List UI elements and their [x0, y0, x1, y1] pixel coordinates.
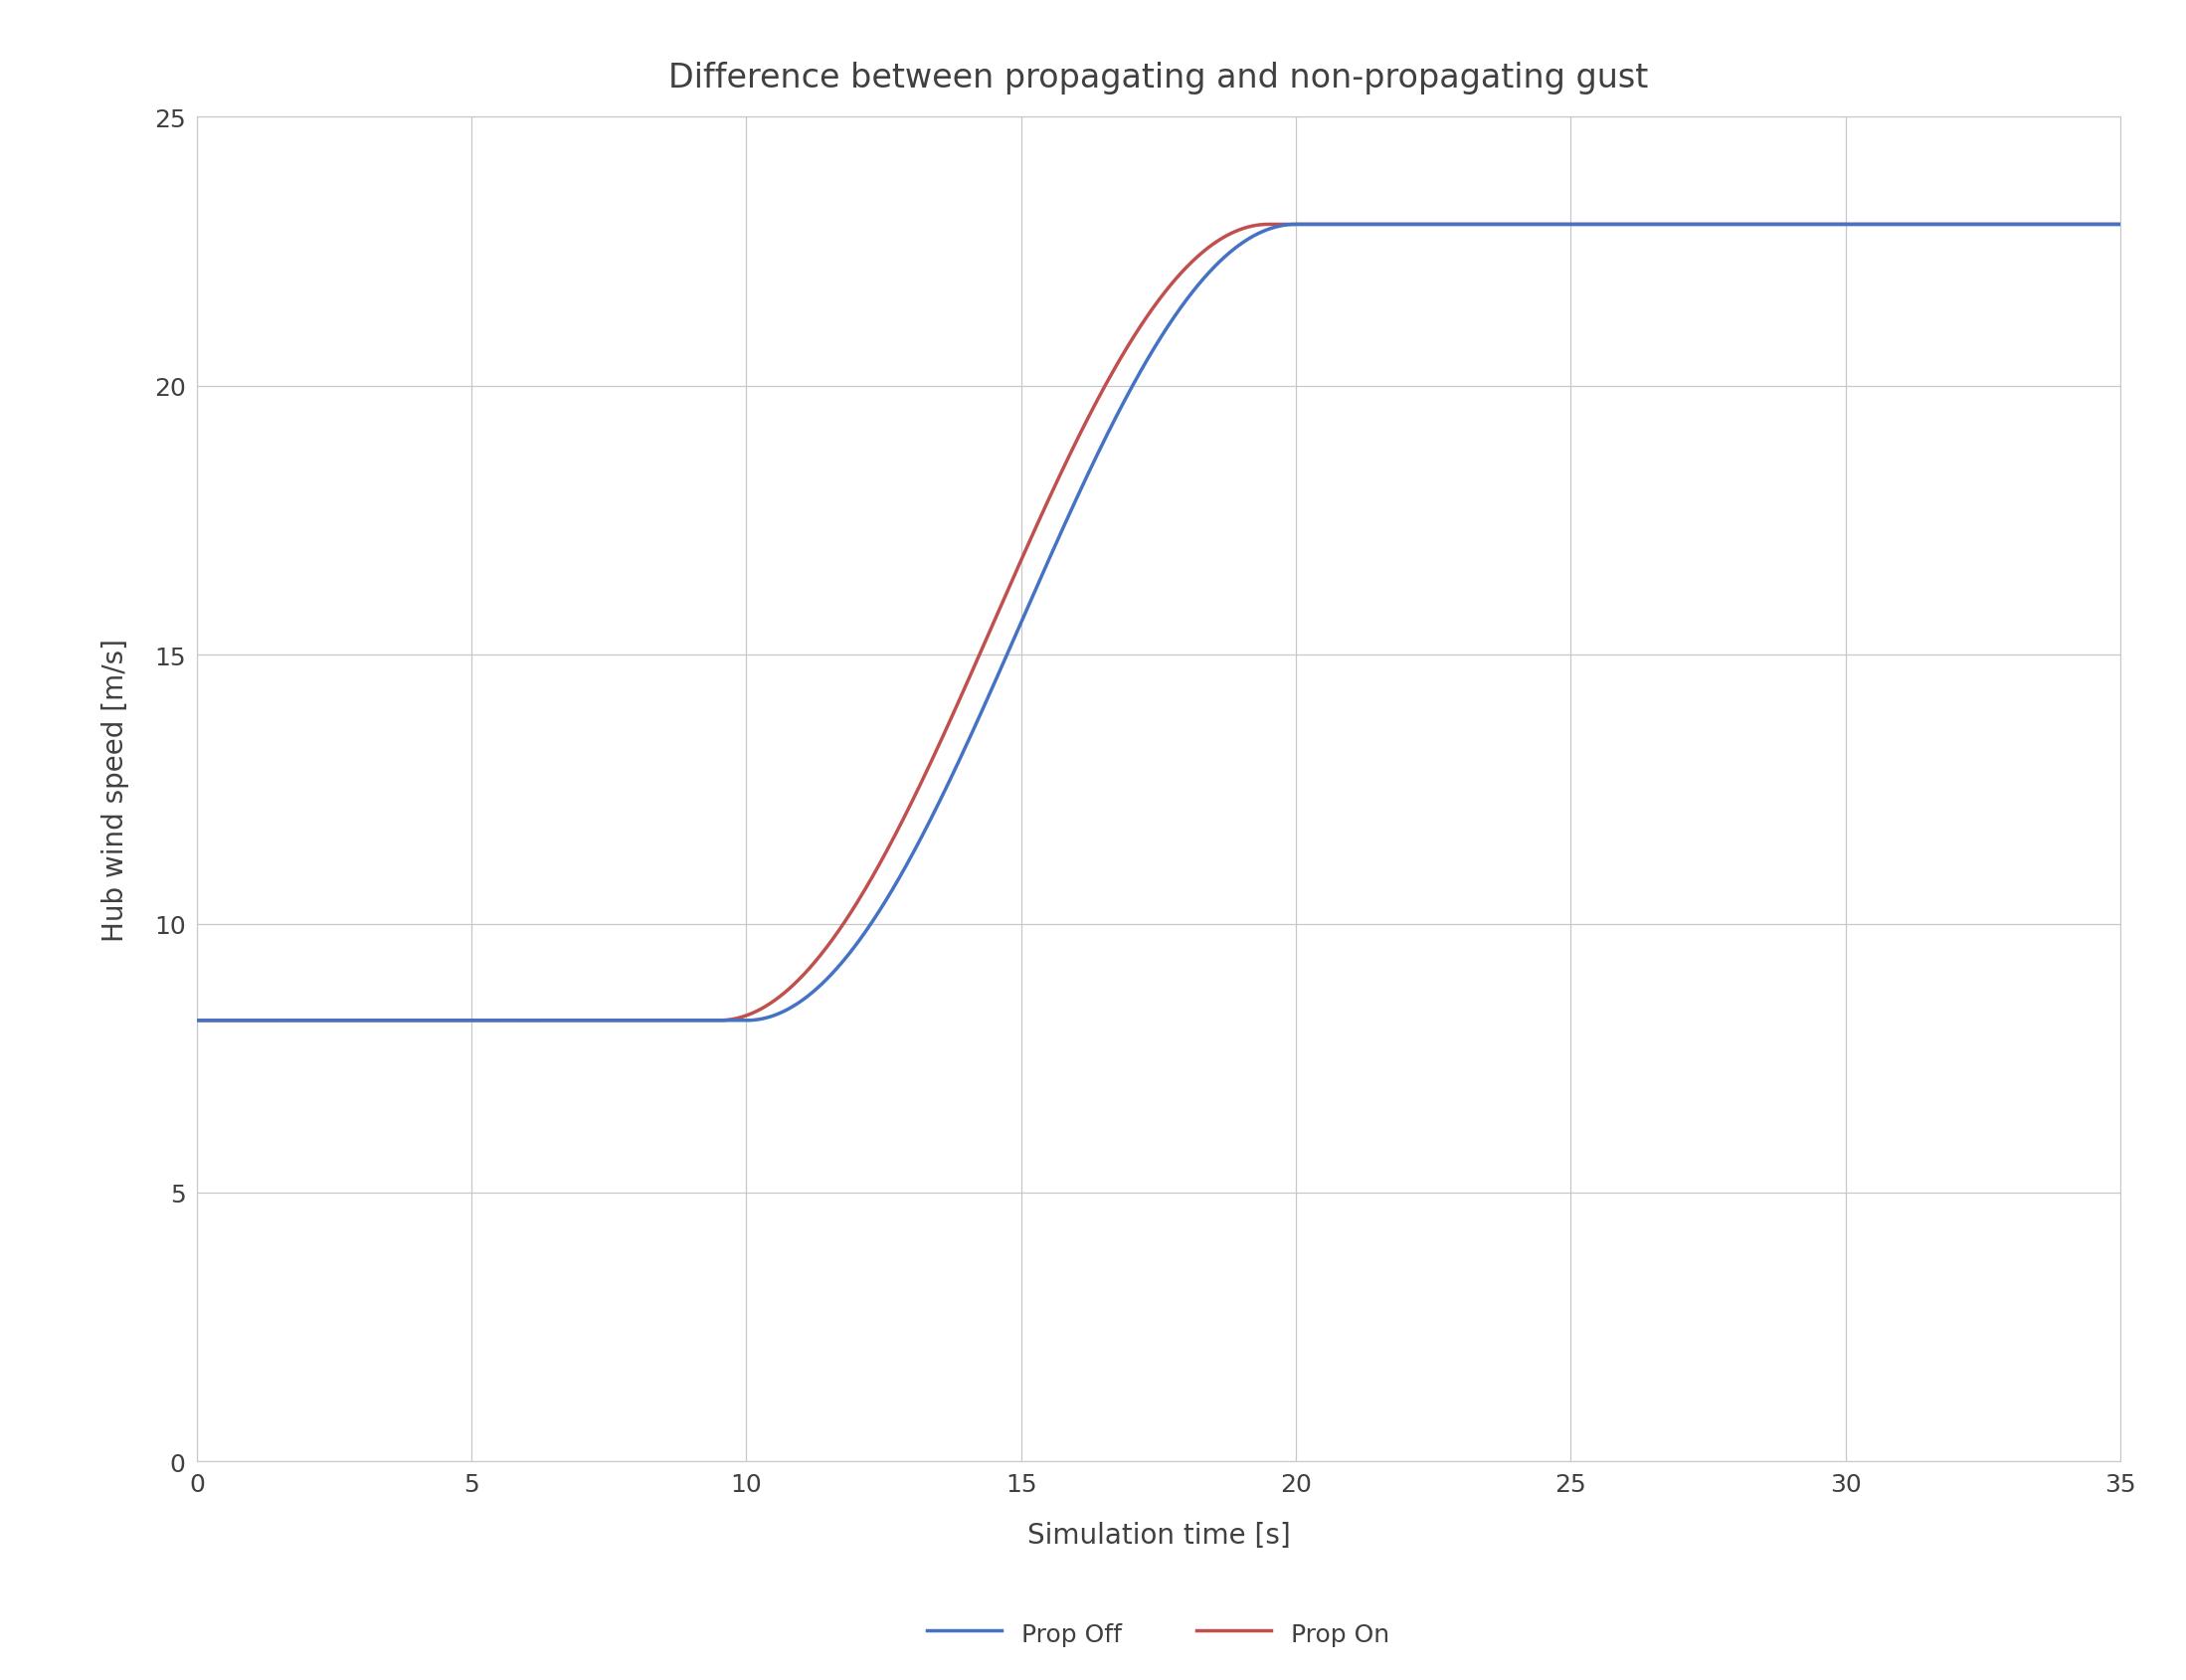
Line: Prop Off: Prop Off: [197, 225, 2120, 1021]
Legend: Prop Off, Prop On: Prop Off, Prop On: [903, 1594, 1414, 1672]
Prop Off: [1283, 215, 1309, 235]
Prop On: [1434, 215, 1460, 235]
Prop On: [1255, 215, 1281, 235]
Line: Prop On: Prop On: [197, 225, 2120, 1021]
Prop On: [1620, 215, 1646, 235]
Prop On: [2107, 215, 2134, 235]
Prop Off: [1434, 215, 1460, 235]
Title: Difference between propagating and non-propagating gust: Difference between propagating and non-p…: [669, 62, 1648, 94]
Y-axis label: Hub wind speed [m/s]: Hub wind speed [m/s]: [101, 638, 129, 941]
Prop Off: [1338, 215, 1364, 235]
Prop On: [184, 1011, 210, 1032]
Prop Off: [533, 1011, 560, 1032]
Prop On: [1766, 215, 1793, 235]
Prop On: [1338, 215, 1364, 235]
Prop On: [533, 1011, 560, 1032]
Prop Off: [1766, 215, 1793, 235]
Prop Off: [918, 808, 944, 828]
X-axis label: Simulation time [s]: Simulation time [s]: [1027, 1522, 1290, 1549]
Prop On: [918, 751, 944, 771]
Prop Off: [1620, 215, 1646, 235]
Prop Off: [2107, 215, 2134, 235]
Prop Off: [184, 1011, 210, 1032]
